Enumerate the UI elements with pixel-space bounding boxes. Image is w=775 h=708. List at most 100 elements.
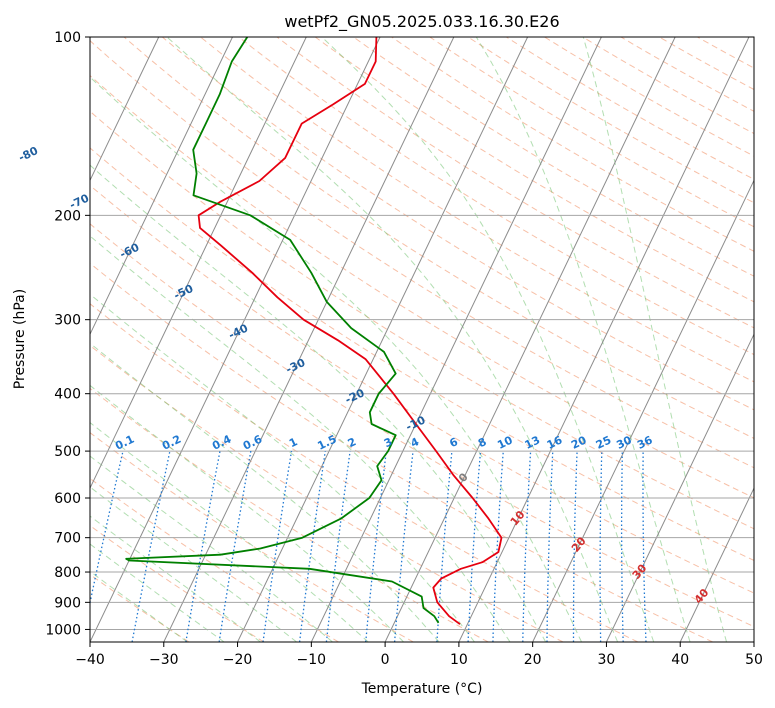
mixing-ratio-label: 0.2	[160, 433, 183, 453]
dry-adiabat	[238, 37, 754, 356]
x-tick-label: −10	[297, 652, 327, 668]
isotherm-line	[90, 37, 381, 642]
moist-adiabat	[582, 37, 727, 642]
y-tick-label: 1000	[45, 622, 81, 638]
y-tick-label: 300	[54, 313, 81, 329]
y-tick-label: 900	[54, 595, 81, 611]
isotherm-line	[753, 640, 754, 642]
isotherm-line	[90, 37, 307, 490]
moist-adiabat	[90, 235, 511, 642]
mixing-ratio-line	[90, 450, 124, 606]
moist-adiabat	[90, 342, 440, 642]
dry-adiabat	[90, 262, 713, 642]
mixing-ratio-label: 2	[346, 435, 359, 450]
isotherm-line	[605, 333, 754, 642]
mixing-ratio-line	[546, 451, 554, 642]
x-tick-label: 50	[745, 652, 763, 668]
dry-adiabat	[90, 524, 265, 642]
dry-adiabat	[658, 37, 754, 91]
isotherm-label: -20	[343, 386, 367, 406]
dry-adiabat	[429, 37, 754, 228]
mixing-ratio-label: 25	[594, 433, 613, 451]
x-tick-label: 20	[524, 652, 542, 668]
mixing-ratio-line	[185, 450, 221, 642]
mixing-ratio-label: 30	[614, 433, 634, 451]
isotherm-label: -10	[404, 413, 428, 433]
moist-adiabat	[90, 486, 297, 642]
dry-adiabat	[697, 37, 754, 69]
dry-adiabat	[200, 37, 754, 383]
plot-frame	[89, 36, 755, 643]
moist-adiabat-label: 10	[508, 508, 528, 528]
dry-adiabat	[90, 432, 414, 642]
mixing-ratio-label: 16	[545, 433, 565, 451]
x-tick-label: 40	[671, 652, 689, 668]
dry-adiabat	[123, 37, 754, 439]
y-tick-label: 800	[54, 565, 81, 581]
y-tick-label: 100	[54, 30, 81, 46]
mixing-ratio-line	[218, 450, 252, 642]
dry-adiabat	[90, 110, 754, 530]
x-tick-label: 10	[450, 652, 468, 668]
dry-adiabat	[90, 223, 754, 628]
isotherm-line	[90, 37, 160, 182]
y-tick-label: 500	[54, 444, 81, 460]
dry-adiabat	[391, 37, 754, 252]
mixing-ratio-line	[298, 450, 326, 642]
mixing-ratio-label: 10	[495, 433, 515, 451]
isotherm-line	[679, 486, 754, 642]
dewpoint-profile	[125, 37, 440, 624]
isotherm-line	[384, 37, 676, 642]
mixing-ratio-line	[492, 451, 504, 642]
temperature-profile	[197, 37, 503, 625]
axes: −40 −30 −20 −10 0 10 20 30 40 5010009008007006005…	[45, 30, 763, 668]
dry-adiabat	[90, 40, 754, 469]
mixing-ratio-line	[436, 451, 453, 642]
moist-adiabat	[90, 76, 582, 642]
chart-title: wetPf2_GN05.2025.033.16.30.E26	[284, 12, 559, 32]
moist-adiabat	[90, 293, 475, 642]
mixing-ratio-line	[393, 451, 414, 642]
mixing-ratio-label: 0.6	[241, 432, 265, 452]
dry-adiabat	[467, 37, 754, 204]
mixing-ratio-line	[365, 451, 388, 642]
mixing-ratio-line	[620, 451, 624, 642]
x-tick-label: 30	[598, 652, 616, 668]
moist-adiabat	[90, 515, 261, 642]
isotherm-label: -60	[118, 241, 142, 261]
mixing-ratio-label: 0.1	[113, 433, 136, 453]
dry-adiabat	[90, 184, 754, 594]
isotherm-label: -30	[284, 356, 308, 376]
isotherm-line	[237, 37, 529, 642]
y-axis-label: Pressure (hPa)	[12, 289, 28, 389]
dry-adiabat	[314, 37, 754, 303]
y-tick-label: 400	[54, 387, 81, 403]
moist-adiabat	[90, 164, 547, 642]
moist-adiabat-label: 0	[456, 470, 471, 484]
moist-adiabat	[166, 37, 619, 642]
dry-adiabat	[506, 37, 754, 180]
dry-adiabat	[353, 37, 754, 277]
y-tick-label: 700	[54, 531, 81, 547]
dry-adiabat	[90, 147, 754, 562]
x-axis-label: Temperature (°C)	[361, 681, 483, 697]
isotherm-line	[532, 179, 754, 642]
isotherm-line	[458, 37, 750, 642]
mixing-ratio-label: 4	[409, 435, 422, 450]
isotherm-line	[310, 37, 602, 642]
isotherm-label: -50	[172, 282, 196, 302]
mixing-ratio-line	[262, 450, 293, 642]
x-tick-label: 0	[381, 652, 390, 668]
line-labels: -100-90-80-70-60-50-40-30-20-100.10.20.4…	[17, 144, 712, 606]
mixing-ratio-line	[599, 451, 603, 642]
dry-adiabat	[90, 477, 339, 642]
dry-adiabat	[276, 37, 754, 329]
mixing-ratio-line	[131, 450, 171, 642]
moist-adiabat-label: 40	[692, 586, 712, 606]
dry-adiabat	[544, 37, 754, 157]
isotherm-line	[90, 37, 233, 336]
x-tick-label: −30	[149, 652, 179, 668]
mixing-ratio-label: 6	[447, 435, 460, 450]
dry-adiabat	[90, 573, 190, 642]
